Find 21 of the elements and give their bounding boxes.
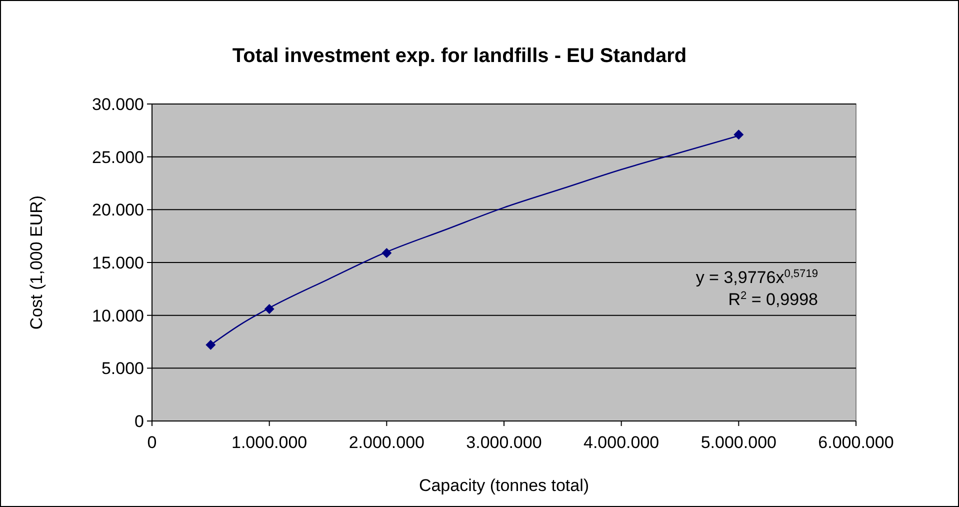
y-tick-label: 0 xyxy=(134,412,144,431)
y-tick-label: 10.000 xyxy=(92,306,144,326)
annotation: R$^{2}$ = 0,9998 xyxy=(728,290,818,309)
y-axis-title: Cost (1,000 EUR) xyxy=(27,195,46,330)
x-tick-label: 2.000.000 xyxy=(348,433,424,452)
annotation: y = 3,9776x$^{0,5719}$ xyxy=(696,268,818,287)
x-tick-label: 4.000.000 xyxy=(584,433,660,452)
point xyxy=(206,340,216,350)
y-tick-label: 20.000 xyxy=(92,200,144,220)
x-tick-label: 3.000.000 xyxy=(466,433,542,452)
y-tick-label: 30.000 xyxy=(92,95,144,114)
x-tick-label: 1.000.000 xyxy=(232,433,308,452)
point xyxy=(734,130,744,140)
x-tick-label: 5.000.000 xyxy=(700,433,776,452)
y-tick-label: 15.000 xyxy=(92,254,144,272)
x-axis-title: Capacity (tonnes total) xyxy=(418,476,590,495)
x-tick-label: 6.000.000 xyxy=(818,433,894,452)
y-tick-label: 25.000 xyxy=(92,148,144,167)
y-tick-label: 5.000 xyxy=(101,359,144,378)
chart-title: Total investment exp. for landfills - EU Standard xyxy=(232,45,687,67)
x-tick-label: 0 xyxy=(147,433,157,452)
